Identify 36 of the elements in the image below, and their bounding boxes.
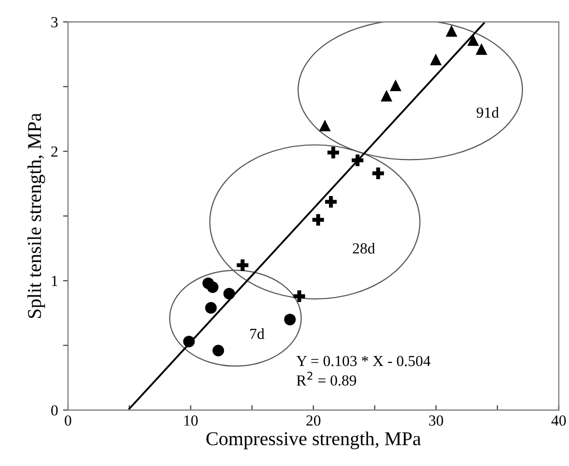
x-tick-label: 30 bbox=[429, 415, 444, 426]
point bbox=[325, 196, 337, 208]
point bbox=[183, 336, 195, 348]
point bbox=[312, 214, 324, 226]
point bbox=[380, 90, 392, 102]
point bbox=[476, 43, 488, 55]
y-tick-label: 0 bbox=[51, 405, 58, 416]
point bbox=[390, 79, 402, 92]
x-axis-title: Compressive strength, MPa bbox=[206, 432, 421, 450]
annotation: 28d bbox=[352, 242, 375, 254]
point bbox=[293, 290, 306, 302]
point bbox=[352, 154, 364, 166]
y-axis-title: Split tensile strength, MPa bbox=[27, 113, 46, 318]
point bbox=[446, 25, 458, 37]
annotation: Y = 0.103 * X - 0.504 bbox=[296, 356, 430, 366]
point bbox=[327, 146, 340, 158]
y-tick-label: 3 bbox=[51, 17, 58, 28]
point bbox=[430, 54, 442, 66]
point bbox=[284, 314, 296, 326]
point bbox=[372, 167, 384, 180]
point bbox=[236, 259, 248, 271]
point bbox=[467, 34, 479, 46]
x-tick-label: 10 bbox=[184, 415, 198, 426]
annotation: 7d bbox=[250, 328, 264, 339]
y-tick-label: 1 bbox=[52, 276, 58, 286]
annotation: 91d bbox=[476, 106, 499, 118]
x-tick-label: 0 bbox=[64, 415, 72, 426]
y-tick-label: 2 bbox=[51, 146, 58, 157]
x-tick-label: 20 bbox=[306, 415, 320, 426]
point bbox=[212, 344, 224, 356]
annotation: R$^{2}$ = 0.89 bbox=[296, 372, 356, 386]
point bbox=[206, 281, 218, 293]
point bbox=[205, 302, 217, 314]
point bbox=[319, 120, 331, 132]
x-tick-label: 40 bbox=[551, 415, 566, 426]
point bbox=[223, 288, 236, 300]
